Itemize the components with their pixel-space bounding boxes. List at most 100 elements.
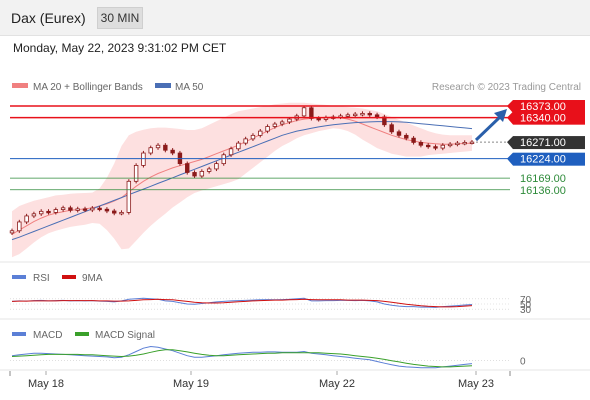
candle: [352, 112, 358, 117]
interval-button[interactable]: 30 MIN: [97, 7, 143, 29]
candle-body: [433, 146, 438, 149]
candle-body: [374, 114, 380, 118]
candle: [243, 136, 248, 146]
candle-body: [24, 215, 29, 223]
rsi-tick-label: 50: [520, 300, 532, 311]
candle-body: [301, 107, 307, 117]
candle: [425, 143, 431, 149]
candle: [46, 209, 51, 215]
level-label: 16373.00: [520, 101, 566, 113]
candle-body: [185, 163, 190, 173]
candle: [126, 179, 132, 215]
candle-body: [440, 144, 445, 149]
candle-body: [9, 230, 15, 234]
candle: [163, 143, 168, 153]
candle-body: [236, 142, 241, 150]
candle: [433, 144, 438, 151]
bollinger-band: [12, 102, 472, 258]
macd-signal-line: [11, 349, 473, 368]
ma20-legend-label: MA 20 + Bollinger Bands: [33, 82, 143, 93]
candle: [9, 228, 15, 236]
level-tag: [513, 136, 585, 150]
candle-body: [17, 221, 22, 232]
candle-body: [243, 138, 248, 144]
ma50-legend-label: MA 50: [175, 82, 204, 93]
candle-body: [404, 134, 409, 139]
rsi-tick-label: 30: [520, 305, 532, 316]
candle: [447, 142, 453, 148]
candle: [119, 210, 124, 216]
macd-signal-legend-swatch: [75, 332, 89, 336]
candle: [228, 146, 234, 157]
rsi-line: [11, 297, 473, 308]
x-axis-label: May 22: [319, 378, 355, 390]
macd-tick-label: 0: [520, 357, 526, 368]
candle-body: [455, 142, 460, 146]
candle-body: [425, 144, 431, 148]
rsi-legend-label: RSI: [33, 273, 50, 284]
candle: [90, 206, 95, 213]
instrument-title: Dax (Eurex): [11, 10, 86, 26]
rsi-ma-line: [11, 298, 473, 308]
candle: [214, 161, 219, 172]
rsi-tick-label: 70: [520, 295, 532, 306]
level-label: 16224.00: [520, 154, 566, 166]
candle-body: [272, 123, 278, 127]
candle-body: [447, 143, 453, 147]
candle: [455, 141, 460, 147]
candle: [469, 139, 475, 145]
candle: [199, 169, 205, 179]
candle-body: [68, 207, 73, 211]
candle: [404, 133, 409, 141]
candle-body: [60, 207, 66, 210]
x-axis-label: May 18: [28, 378, 64, 390]
level-label: 16136.00: [520, 185, 566, 197]
candle-body: [206, 168, 212, 172]
candle: [279, 119, 285, 127]
candle: [133, 163, 139, 184]
candle: [60, 205, 66, 212]
candle-body: [133, 164, 139, 182]
candle-body: [367, 113, 372, 116]
candle-body: [221, 154, 226, 165]
rsi-ma-legend-label: 9MA: [82, 273, 103, 284]
candle: [440, 143, 445, 151]
candle: [112, 208, 117, 216]
candle: [68, 205, 73, 213]
candle-body: [75, 208, 80, 211]
macd-legend-swatch: [12, 332, 26, 336]
candle: [265, 124, 270, 134]
candle-body: [228, 148, 234, 156]
candle-body: [265, 126, 270, 132]
level-tag-pointer: [507, 152, 513, 166]
candle-body: [199, 171, 205, 177]
candle-body: [148, 147, 153, 154]
level-tag-pointer: [507, 111, 513, 125]
rsi-legend-swatch: [12, 275, 26, 279]
candle: [206, 166, 212, 174]
candle: [382, 114, 387, 127]
candle: [185, 161, 190, 175]
candle-body: [316, 117, 321, 121]
candle-body: [53, 209, 59, 213]
candle-body: [462, 142, 467, 145]
candle: [258, 128, 263, 138]
candle-body: [360, 113, 365, 116]
level-tag-pointer: [507, 136, 513, 150]
candle-body: [126, 180, 132, 213]
candle-body: [170, 149, 175, 154]
ma50-line: [11, 121, 473, 241]
candle: [82, 206, 88, 213]
forecast-arrow: [474, 109, 507, 142]
candle-body: [112, 210, 117, 214]
candle-body: [469, 141, 475, 144]
x-axis-label: May 23: [458, 378, 494, 390]
candle: [236, 141, 241, 151]
candle-body: [389, 124, 394, 133]
macd-panel: 0: [10, 345, 526, 369]
candle: [301, 105, 307, 119]
candle: [272, 121, 278, 129]
